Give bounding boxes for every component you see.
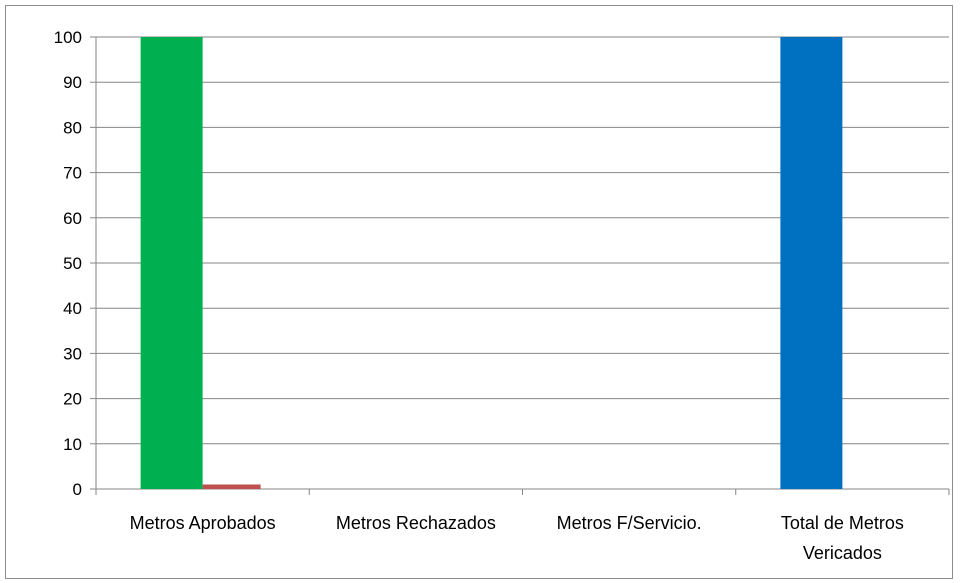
y-tick-label-70: 70 xyxy=(63,164,82,183)
x-category-label-0: Metros Aprobados xyxy=(130,513,276,533)
y-tick-label-40: 40 xyxy=(63,299,82,318)
x-category-label-3-line2: Vericados xyxy=(803,543,882,563)
y-tick-label-60: 60 xyxy=(63,209,82,228)
y-tick-label-90: 90 xyxy=(63,73,82,92)
x-category-label-1: Metros Rechazados xyxy=(336,513,496,533)
y-tick-label-10: 10 xyxy=(63,435,82,454)
x-category-label-3: Total de Metros xyxy=(781,513,904,533)
bar-series2-0 xyxy=(202,484,261,489)
y-tick-label-30: 30 xyxy=(63,344,82,363)
y-tick-label-20: 20 xyxy=(63,390,82,409)
y-tick-label-0: 0 xyxy=(73,480,82,499)
y-tick-label-80: 80 xyxy=(63,118,82,137)
y-tick-label-100: 100 xyxy=(54,28,82,47)
y-tick-label-50: 50 xyxy=(63,254,82,273)
bar-series1-0 xyxy=(140,37,203,489)
bar-series1-3 xyxy=(780,37,843,489)
x-category-label-2: Metros F/Servicio. xyxy=(557,513,702,533)
